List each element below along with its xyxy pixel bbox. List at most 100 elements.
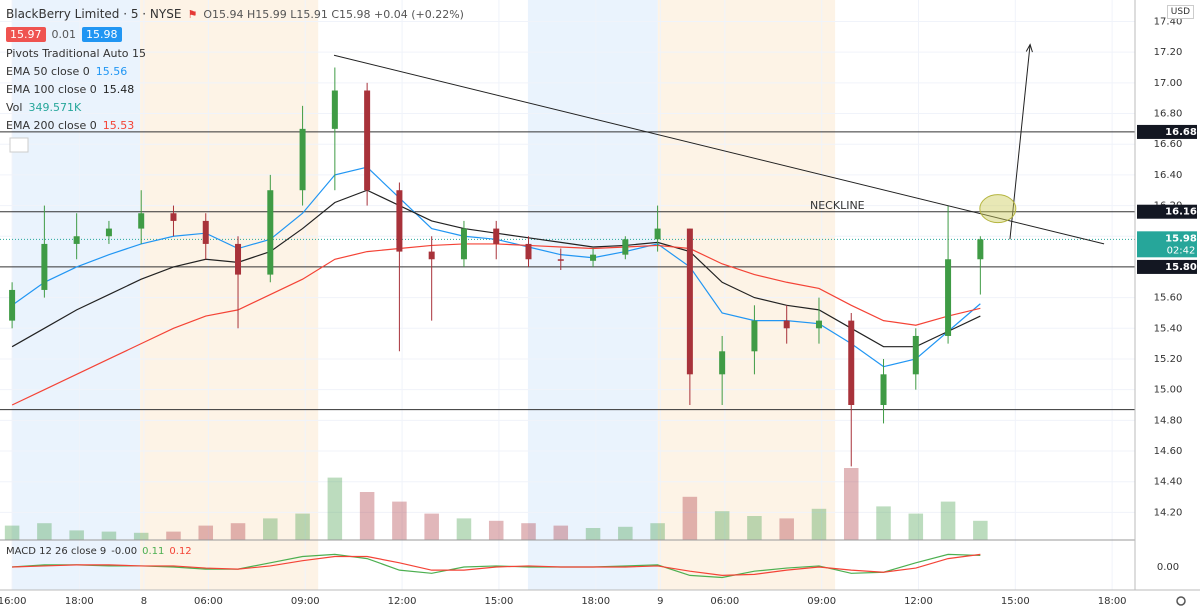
candle-body <box>267 190 274 275</box>
y-tick-label: 17.40 <box>1154 16 1183 27</box>
highlight-ellipse <box>979 194 1017 224</box>
annotation: NECKLINE <box>810 199 865 212</box>
bid[interactable]: 15.97 <box>6 26 46 42</box>
legend: BlackBerry Limited · 5 · NYSE ⚑ O15.94 H… <box>6 4 464 134</box>
candle-body <box>622 239 629 255</box>
candle-body <box>73 236 80 244</box>
session-band <box>12 0 141 590</box>
candle-body <box>751 320 758 352</box>
volume-bar <box>359 492 375 540</box>
arrow-head <box>1025 43 1033 53</box>
symbol-title: BlackBerry Limited · 5 · NYSE <box>6 7 182 21</box>
quote-row: 15.97 0.01 15.98 <box>6 24 464 44</box>
indicator-name: EMA 200 close 0 <box>6 118 97 132</box>
signal-value: 0.12 <box>169 546 192 557</box>
candle-body <box>783 320 790 329</box>
axes: 17.4017.2017.0016.8016.6016.4016.2016.00… <box>0 16 1197 607</box>
candle-body <box>880 374 887 405</box>
indicator-name: EMA 50 close 0 <box>6 64 90 78</box>
x-tick-label: 09:00 <box>291 596 320 607</box>
volume-bar <box>392 501 407 540</box>
volume-bar <box>585 528 601 540</box>
collapse-button[interactable] <box>9 137 29 153</box>
x-tick-label: 18:00 <box>65 596 94 607</box>
countdown: 02:42 <box>1167 245 1196 256</box>
candle-body <box>912 335 919 375</box>
volume-bar <box>682 496 698 540</box>
macd-hist: -0.00 <box>111 546 138 557</box>
price-tag <box>1137 124 1197 139</box>
signal-line <box>12 553 981 577</box>
candle-body <box>9 289 16 321</box>
x-tick-label: 06:00 <box>710 596 739 607</box>
x-tick-label: 8 <box>141 596 147 607</box>
y-tick-label: 16.80 <box>1154 109 1183 120</box>
candle-body <box>364 90 371 191</box>
x-tick-label: 18:00 <box>581 596 610 607</box>
indicator-name: EMA 100 close 0 <box>6 82 97 96</box>
candle-body <box>299 128 306 191</box>
x-tick-label: 15:00 <box>1001 596 1030 607</box>
price-tag-label: 16.68 <box>1165 127 1197 138</box>
flag[interactable]: ⚑ <box>187 7 198 21</box>
currency[interactable]: USD <box>1166 5 1194 19</box>
volume-bar <box>456 518 472 540</box>
candle-body <box>493 228 500 244</box>
macd-tick-label: 0.00 <box>1157 562 1179 573</box>
price-tag <box>1137 204 1197 219</box>
y-tick-label: 17.00 <box>1154 78 1183 89</box>
y-tick-label: 16.40 <box>1154 170 1183 181</box>
volume-bar <box>714 511 730 540</box>
session-backgrounds <box>12 0 836 590</box>
volume-bar <box>618 526 633 540</box>
indicator-value: 15.48 <box>102 82 135 96</box>
candle-body <box>460 228 467 260</box>
x-tick-label: 12:00 <box>388 596 417 607</box>
header-row: BlackBerry Limited · 5 · NYSE ⚑ O15.94 H… <box>6 4 464 24</box>
volume-bar <box>327 477 343 540</box>
volume-bar <box>973 520 988 540</box>
session-band <box>140 0 319 590</box>
price-pane <box>0 43 1135 579</box>
macd-line <box>12 553 981 579</box>
volume-bar <box>908 513 924 540</box>
volume-bar <box>101 531 117 540</box>
candle-body <box>170 213 177 221</box>
candle-body <box>331 90 338 129</box>
candle-body <box>686 228 693 375</box>
indicator-list: Pivots Traditional Auto 15 EMA 50 close 0… <box>6 44 464 134</box>
volume-bar <box>424 513 439 540</box>
volume-bar <box>876 506 891 540</box>
y-tick-label: 14.80 <box>1154 415 1183 426</box>
candle-body <box>235 243 242 275</box>
y-tick-label: 15.60 <box>1154 293 1183 304</box>
x-tick-label: 12:00 <box>904 596 933 607</box>
volume-bar <box>263 518 278 540</box>
ask[interactable]: 15.98 <box>82 26 122 42</box>
x-tick-label: 18:00 <box>1098 596 1127 607</box>
candle-body <box>977 239 984 260</box>
settings-icon[interactable] <box>1176 596 1186 606</box>
volume-bar <box>295 513 310 540</box>
x-tick-label: 09:00 <box>807 596 836 607</box>
candle-body <box>396 190 403 252</box>
candle-body <box>654 228 661 240</box>
indicator-value: 349.571K <box>28 100 82 114</box>
y-tick-label: 14.60 <box>1154 446 1183 457</box>
candle-body <box>525 243 532 260</box>
volume-bar <box>779 518 794 540</box>
candle-body <box>719 351 726 375</box>
ohlc: O15.94 H15.99 L15.91 C15.98 +0.04 (+0.22… <box>203 7 464 21</box>
y-tick-label: 15.40 <box>1154 323 1183 334</box>
volume-bar <box>166 531 181 540</box>
volume-bar <box>940 501 956 540</box>
indicator-value: 15.56 <box>95 64 128 78</box>
candle-body <box>945 259 952 336</box>
y-tick-label: 14.40 <box>1154 477 1183 488</box>
y-tick-label: 16.60 <box>1154 139 1183 150</box>
volume-bar <box>198 525 214 540</box>
indicator-row: Vol 349.571K <box>6 98 464 116</box>
volume-bar <box>69 530 84 540</box>
candle-body <box>815 320 822 329</box>
